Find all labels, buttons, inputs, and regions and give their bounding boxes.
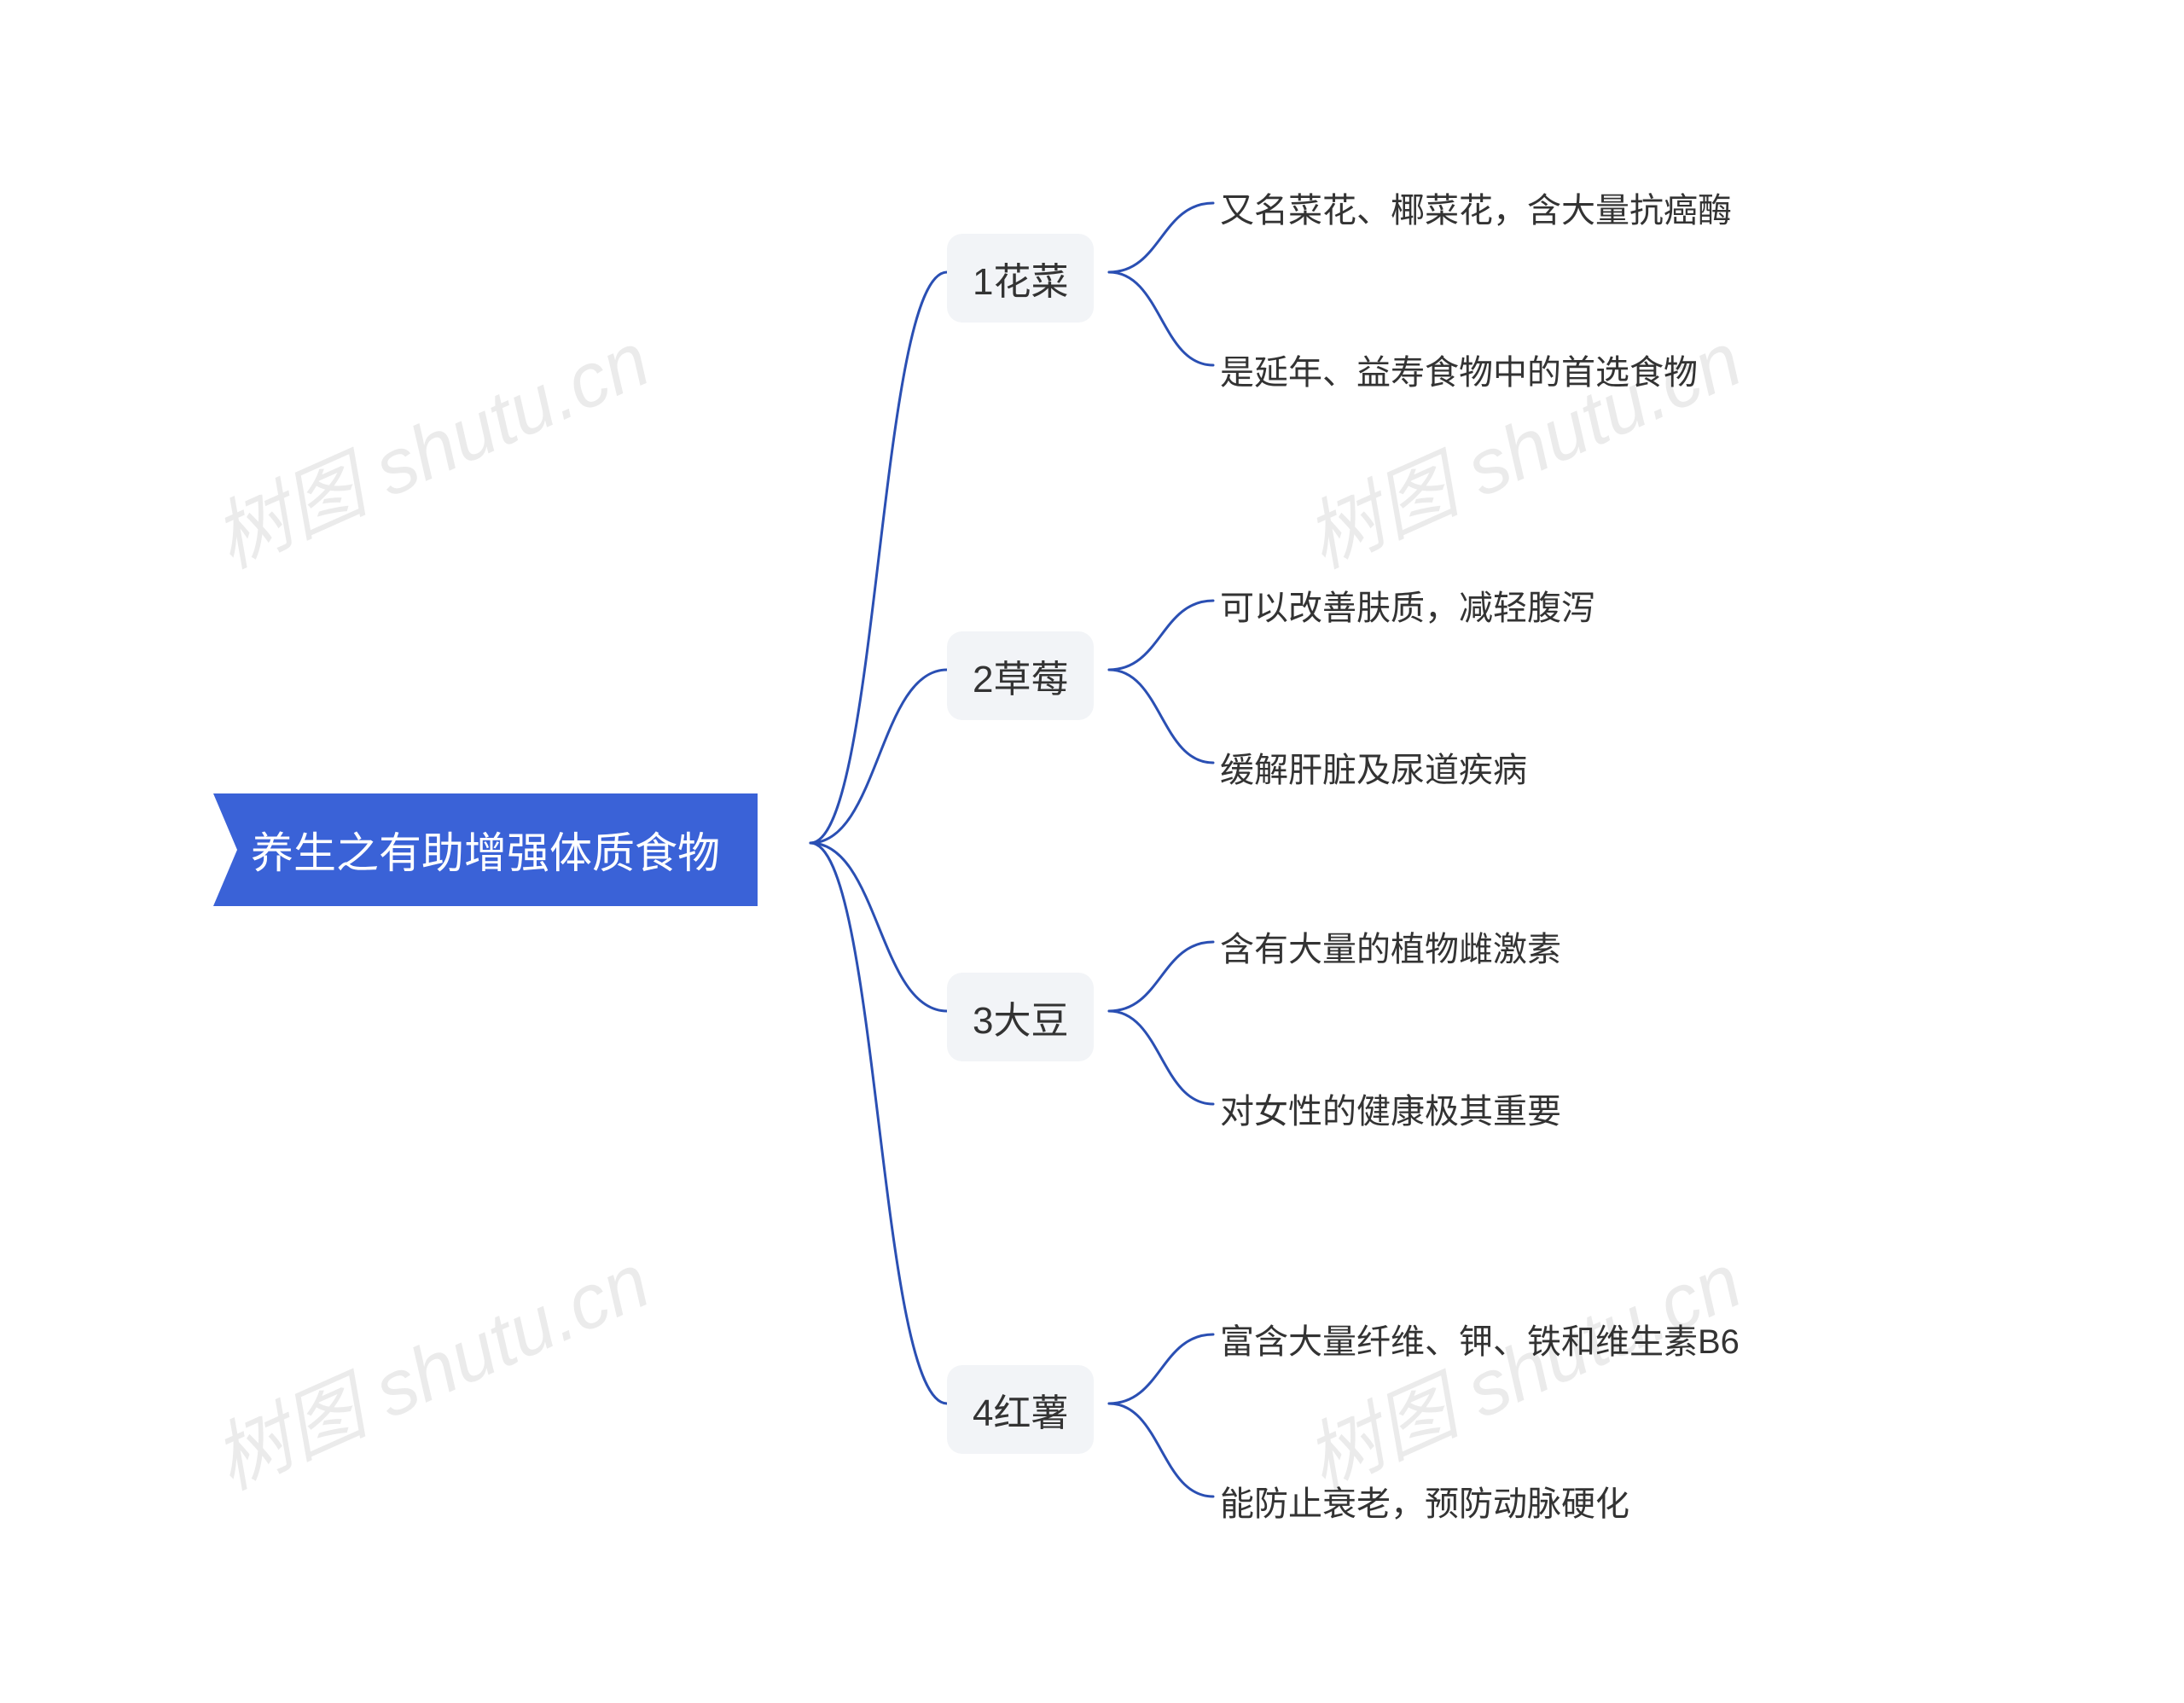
branch-node-b3[interactable]: 3大豆	[947, 973, 1094, 1061]
leaf-label: 对女性的健康极其重要	[1220, 1093, 1561, 1130]
watermark-text: 树图 shutu.cn	[202, 1238, 662, 1505]
branch-label: 1花菜	[973, 261, 1068, 303]
mindmap-canvas: 养生之有助增强体质食物 1花菜 又名菜花、椰菜花，含大量抗癌酶是延年、益寿食物中的…	[0, 0, 2184, 1703]
leaf-node-l1b[interactable]: 是延年、益寿食物中的首选食物	[1220, 345, 1698, 394]
watermark: 树图 shutu.cn	[194, 1219, 664, 1510]
watermark: 树图 shutu.cn	[194, 298, 664, 589]
leaf-node-l2b[interactable]: 缓解肝脏及尿道疾病	[1220, 742, 1527, 792]
branch-node-b4[interactable]: 4红薯	[947, 1365, 1094, 1454]
leaf-label: 缓解肝脏及尿道疾病	[1220, 752, 1527, 789]
leaf-label: 是延年、益寿食物中的首选食物	[1220, 354, 1698, 392]
branch-node-b2[interactable]: 2草莓	[947, 631, 1094, 720]
branch-label: 2草莓	[973, 659, 1068, 700]
branch-label: 4红薯	[973, 1392, 1068, 1434]
leaf-node-l3b[interactable]: 对女性的健康极其重要	[1220, 1084, 1561, 1133]
leaf-node-l4a[interactable]: 富含大量纤维、钾、铁和维生素B6	[1220, 1314, 1740, 1363]
root-node[interactable]: 养生之有助增强体质食物	[213, 793, 758, 906]
watermark: 树图 shutu.cn	[1286, 298, 1756, 589]
branch-label: 3大豆	[973, 1000, 1068, 1042]
root-label: 养生之有助增强体质食物	[251, 829, 720, 877]
watermark: 树图 shutu.cn	[1286, 1219, 1756, 1510]
leaf-label: 含有大量的植物雌激素	[1220, 931, 1561, 968]
watermark-text: 树图 shutu.cn	[1294, 1238, 1754, 1505]
leaf-label: 可以改善肤质，减轻腹泻	[1220, 590, 1595, 627]
leaf-node-l3a[interactable]: 含有大量的植物雌激素	[1220, 921, 1561, 971]
watermark-text: 树图 shutu.cn	[202, 317, 662, 584]
leaf-node-l4b[interactable]: 能防止衰老，预防动脉硬化	[1220, 1476, 1629, 1526]
leaf-node-l2a[interactable]: 可以改善肤质，减轻腹泻	[1220, 580, 1595, 630]
leaf-label: 又名菜花、椰菜花，含大量抗癌酶	[1220, 192, 1732, 230]
leaf-label: 富含大量纤维、钾、铁和维生素B6	[1220, 1323, 1740, 1361]
leaf-node-l1a[interactable]: 又名菜花、椰菜花，含大量抗癌酶	[1220, 183, 1732, 232]
leaf-label: 能防止衰老，预防动脉硬化	[1220, 1485, 1629, 1523]
branch-node-b1[interactable]: 1花菜	[947, 234, 1094, 323]
